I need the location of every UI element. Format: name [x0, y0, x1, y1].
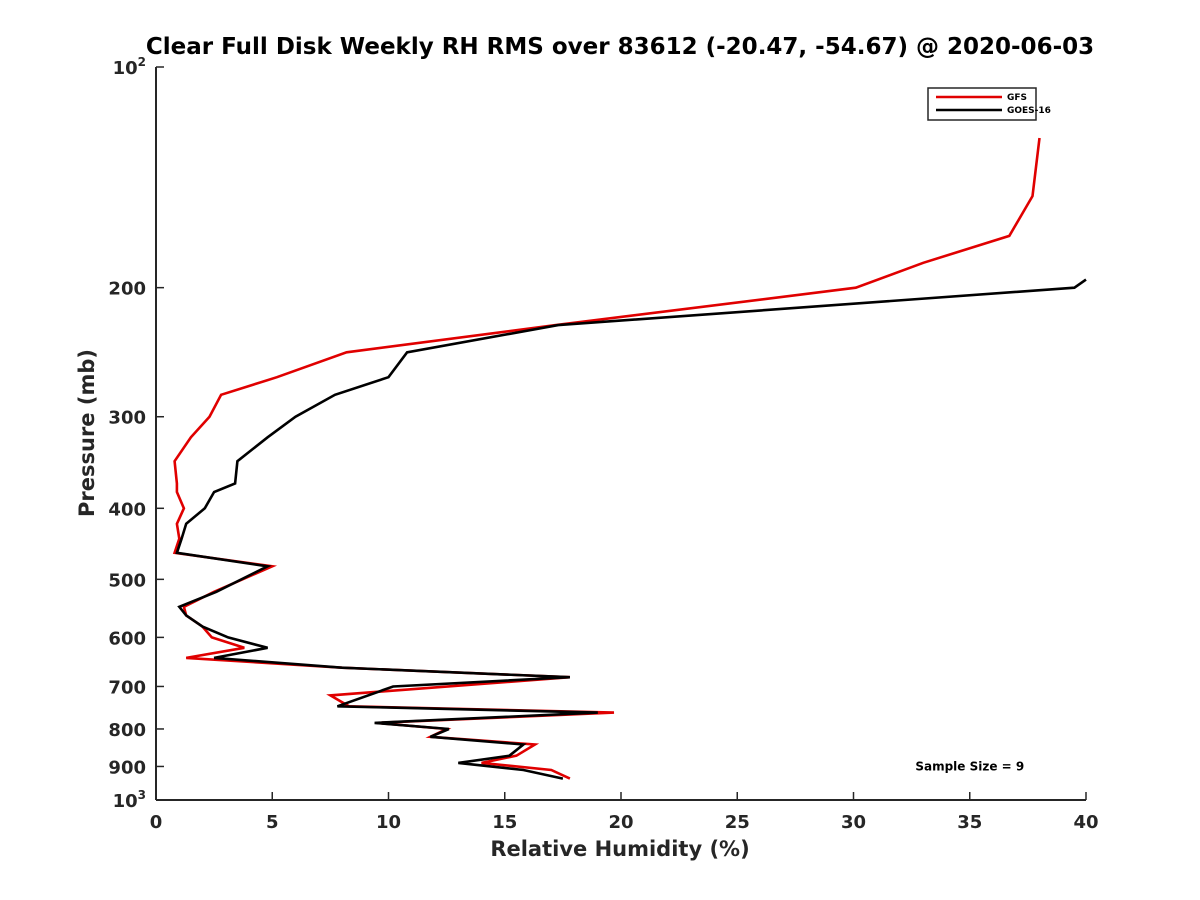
- y-tick-label: 400: [108, 499, 146, 520]
- x-tick-label: 30: [841, 812, 866, 833]
- chart-title: Clear Full Disk Weekly RH RMS over 83612…: [146, 34, 1094, 60]
- legend-box: [927, 87, 1037, 121]
- y-tick-label: 300: [108, 408, 146, 429]
- y-tick-label: 800: [108, 720, 146, 741]
- legend-label-gfs: GFS: [1007, 93, 1027, 103]
- y-axis-ticks: 200 300 400 500 600 700 800 900 102 103: [108, 55, 164, 812]
- legend: GFS GOES-16: [927, 87, 1051, 121]
- y-tick-label-power: 102: [113, 55, 146, 79]
- x-tick-label: 0: [150, 812, 163, 833]
- x-tick-label: 35: [957, 812, 982, 833]
- y-axis-label: Pressure (mb): [75, 349, 99, 517]
- y-tick-label-power: 103: [113, 788, 146, 812]
- x-tick-label: 20: [608, 812, 633, 833]
- x-tick-label: 5: [266, 812, 279, 833]
- x-tick-label: 40: [1073, 812, 1098, 833]
- x-axis-label: Relative Humidity (%): [490, 837, 749, 861]
- x-tick-label: 15: [492, 812, 517, 833]
- y-tick-label: 200: [108, 279, 146, 300]
- sample-size-annotation: Sample Size = 9: [915, 760, 1024, 774]
- series-line-goes-16: [175, 278, 1087, 780]
- y-tick-label: 900: [108, 757, 146, 778]
- x-tick-label: 10: [376, 812, 401, 833]
- x-axis-ticks: 0 5 10 15 20 25 30 35 40: [150, 792, 1099, 833]
- legend-label-goes16: GOES-16: [1007, 106, 1051, 116]
- x-tick-label: 25: [725, 812, 750, 833]
- y-tick-label: 600: [108, 628, 146, 649]
- series-layer: [172, 137, 1087, 780]
- y-tick-label: 700: [108, 677, 146, 698]
- y-tick-label: 500: [108, 570, 146, 591]
